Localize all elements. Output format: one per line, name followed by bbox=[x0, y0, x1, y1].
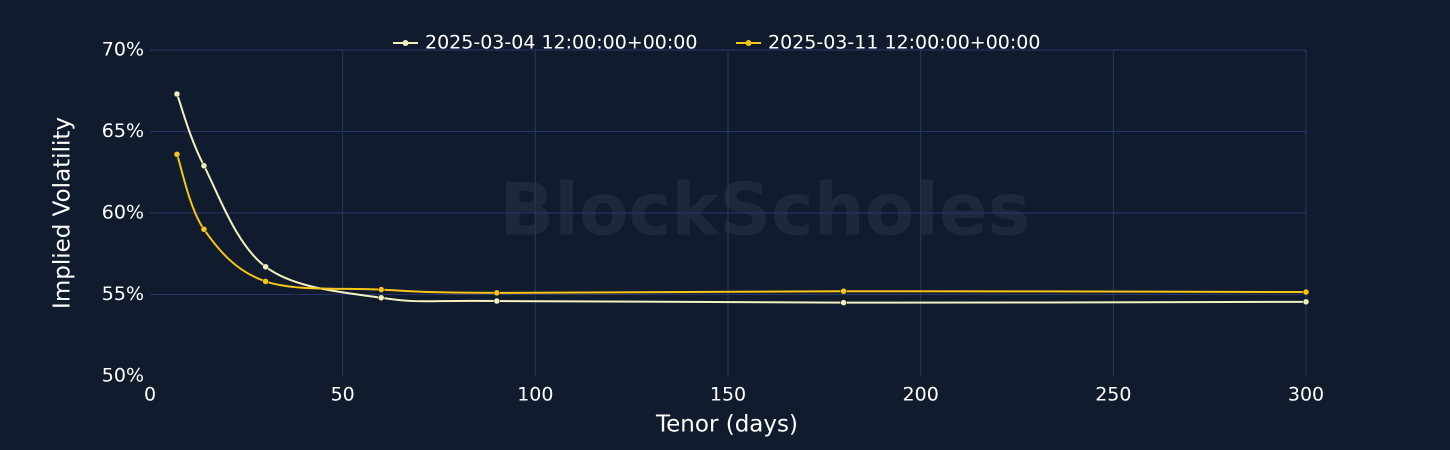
y-tick-label: 70% bbox=[102, 39, 144, 61]
data-point bbox=[493, 297, 501, 305]
legend-marker bbox=[745, 40, 752, 46]
data-point bbox=[840, 299, 847, 306]
x-tick-label: 0 bbox=[144, 384, 156, 406]
y-tick-label: 50% bbox=[102, 365, 144, 387]
x-tick-label: 200 bbox=[903, 384, 939, 406]
legend-label[interactable]: 2025-03-11 12:00:00+00:00 bbox=[768, 32, 1040, 54]
data-point bbox=[377, 294, 385, 302]
x-tick-label: 250 bbox=[1095, 384, 1131, 406]
data-point bbox=[200, 162, 208, 169]
x-axis-title: Tenor (days) bbox=[655, 412, 798, 438]
y-tick-label: 60% bbox=[102, 202, 144, 224]
series-line bbox=[176, 153, 1307, 294]
x-tick-label: 150 bbox=[710, 384, 746, 406]
legend-label[interactable]: 2025-03-04 12:00:00+00:00 bbox=[425, 32, 697, 54]
y-tick-label: 55% bbox=[102, 283, 144, 305]
watermark: BlockScholes bbox=[499, 168, 1030, 252]
data-point bbox=[173, 151, 181, 158]
y-tick-label: 65% bbox=[102, 120, 144, 142]
data-point bbox=[493, 289, 501, 297]
data-point bbox=[1302, 298, 1310, 306]
x-tick-label: 300 bbox=[1288, 384, 1324, 406]
x-tick-label: 100 bbox=[517, 384, 553, 406]
data-point bbox=[262, 278, 269, 285]
data-point bbox=[1302, 288, 1310, 296]
data-point bbox=[262, 263, 269, 271]
x-tick-label: 50 bbox=[331, 384, 355, 406]
data-point bbox=[173, 90, 181, 98]
data-point bbox=[840, 287, 847, 295]
series-line bbox=[176, 93, 1307, 304]
legend-marker bbox=[402, 40, 409, 46]
data-point bbox=[200, 226, 208, 233]
y-axis-title: Implied Volatility bbox=[50, 117, 76, 309]
data-point bbox=[377, 286, 385, 293]
